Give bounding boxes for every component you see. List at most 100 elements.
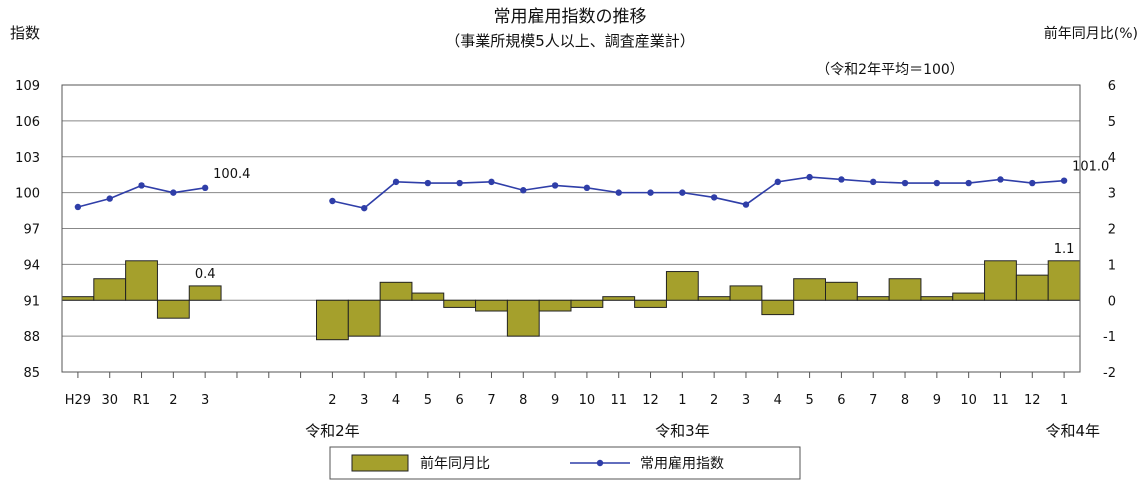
bar: [1015, 274, 1049, 301]
bar: [952, 292, 986, 301]
line-point: [933, 179, 941, 187]
base-note: （令和2年平均＝100）: [816, 62, 964, 78]
left-axis-label: 指数: [10, 24, 40, 42]
line-point: [74, 203, 82, 211]
right-tick-label: -2: [1103, 366, 1116, 381]
line-point: [456, 179, 463, 187]
left-tick-label: 94: [23, 258, 40, 273]
bar: [920, 296, 954, 301]
x-tick-label: 6: [456, 393, 464, 408]
series-line: [77, 184, 206, 208]
legend-label-bar: 前年同月比: [420, 455, 490, 472]
line-point: [742, 201, 750, 208]
x-tick-label: 12: [1024, 393, 1041, 408]
left-tick-label: 103: [15, 151, 40, 166]
x-tick-label: 11: [610, 393, 627, 408]
x-tick-label: 30: [101, 393, 118, 408]
line-point: [329, 197, 336, 205]
line-point: [551, 182, 559, 189]
plot-frame: [61, 84, 1081, 373]
bar: [793, 278, 826, 301]
line-point: [615, 189, 622, 196]
right-tick-label: 3: [1108, 187, 1116, 202]
bar: [188, 285, 222, 301]
x-tick-label: 11: [992, 393, 1009, 408]
x-tick-label: 9: [551, 393, 559, 408]
x-tick-label: 3: [360, 393, 368, 408]
legend-label-line: 常用雇用指数: [640, 455, 724, 472]
x-tick-label: 9: [933, 393, 941, 408]
era-labels: 令和2年 令和3年 令和4年: [305, 422, 1100, 440]
bar: [443, 299, 477, 308]
x-tick-label: 4: [774, 393, 782, 408]
bar: [156, 299, 190, 319]
bar: [856, 296, 890, 301]
line-point: [997, 176, 1004, 183]
x-tick-label: 3: [742, 393, 750, 408]
x-tick-label: 4: [392, 393, 400, 408]
bar: [825, 281, 858, 301]
data-label: 100.4: [213, 167, 250, 182]
left-tick-label: 85: [23, 366, 40, 381]
x-tick-label: 2: [328, 393, 336, 408]
x-tick-label: 1: [678, 393, 686, 408]
era-label: 令和4年: [1045, 422, 1100, 440]
line-point: [1060, 177, 1068, 184]
data-label: 1.1: [1054, 242, 1075, 257]
x-tick-label: 7: [487, 393, 495, 408]
bar: [538, 299, 572, 312]
series-line: [332, 176, 1065, 210]
bar: [729, 285, 763, 301]
bar: [634, 299, 667, 308]
gridlines: [62, 84, 1080, 373]
line-point: [838, 176, 845, 183]
bar: [125, 260, 158, 301]
right-tick-label: 4: [1108, 151, 1116, 166]
x-tick-label: 8: [519, 393, 527, 408]
bar-series: [61, 260, 1081, 341]
line-point: [679, 189, 686, 196]
bar: [316, 299, 349, 341]
bar: [93, 278, 127, 301]
line-point: [520, 187, 527, 194]
x-tick-label: 5: [424, 393, 432, 408]
line-point: [488, 178, 495, 186]
bar: [602, 296, 636, 301]
legend-swatch-marker: [596, 459, 604, 467]
right-tick-label: 1: [1108, 258, 1116, 273]
right-tick-label: 5: [1108, 115, 1116, 130]
era-label: 令和2年: [305, 422, 360, 440]
line-point: [170, 189, 177, 196]
line-point: [106, 195, 113, 202]
x-tick-label: 2: [710, 393, 718, 408]
line-point: [647, 189, 654, 196]
data-label: 101.0: [1072, 160, 1109, 175]
bar: [506, 299, 540, 337]
x-tick-label: H29: [65, 393, 91, 408]
x-tick-label: 10: [579, 393, 596, 408]
x-tick-label: 12: [642, 393, 659, 408]
x-tick-label: 2: [169, 393, 177, 408]
x-axis-ticks: H29 30 R1 2 3 2 3 4 5 6 7 8 9 10 11 12 1 2 3 4 5 6 7 8 9 10 11 12 1: [65, 393, 1068, 408]
x-tick-label: 10: [960, 393, 977, 408]
right-tick-label: 0: [1108, 294, 1116, 309]
legend: 前年同月比 常用雇用指数: [329, 446, 801, 480]
line-series: [74, 173, 1068, 212]
bar: [697, 296, 731, 301]
line-point: [806, 173, 813, 181]
bar: [570, 299, 604, 308]
legend-swatch-bar: [351, 454, 409, 472]
left-tick-label: 106: [15, 115, 40, 130]
bar: [347, 299, 381, 337]
right-tick-label: 2: [1108, 223, 1116, 238]
line-point: [774, 178, 781, 186]
bar: [888, 278, 922, 301]
data-label: 0.4: [195, 267, 216, 282]
x-tick-label: 1: [1060, 393, 1068, 408]
axes: [61, 84, 1081, 378]
line-point: [424, 179, 432, 187]
left-tick-label: 100: [15, 187, 40, 202]
x-tick-label: 3: [201, 393, 209, 408]
left-axis-ticks: 109 106 103 100 97 94 91 88 85: [15, 79, 40, 381]
bar: [761, 299, 795, 316]
